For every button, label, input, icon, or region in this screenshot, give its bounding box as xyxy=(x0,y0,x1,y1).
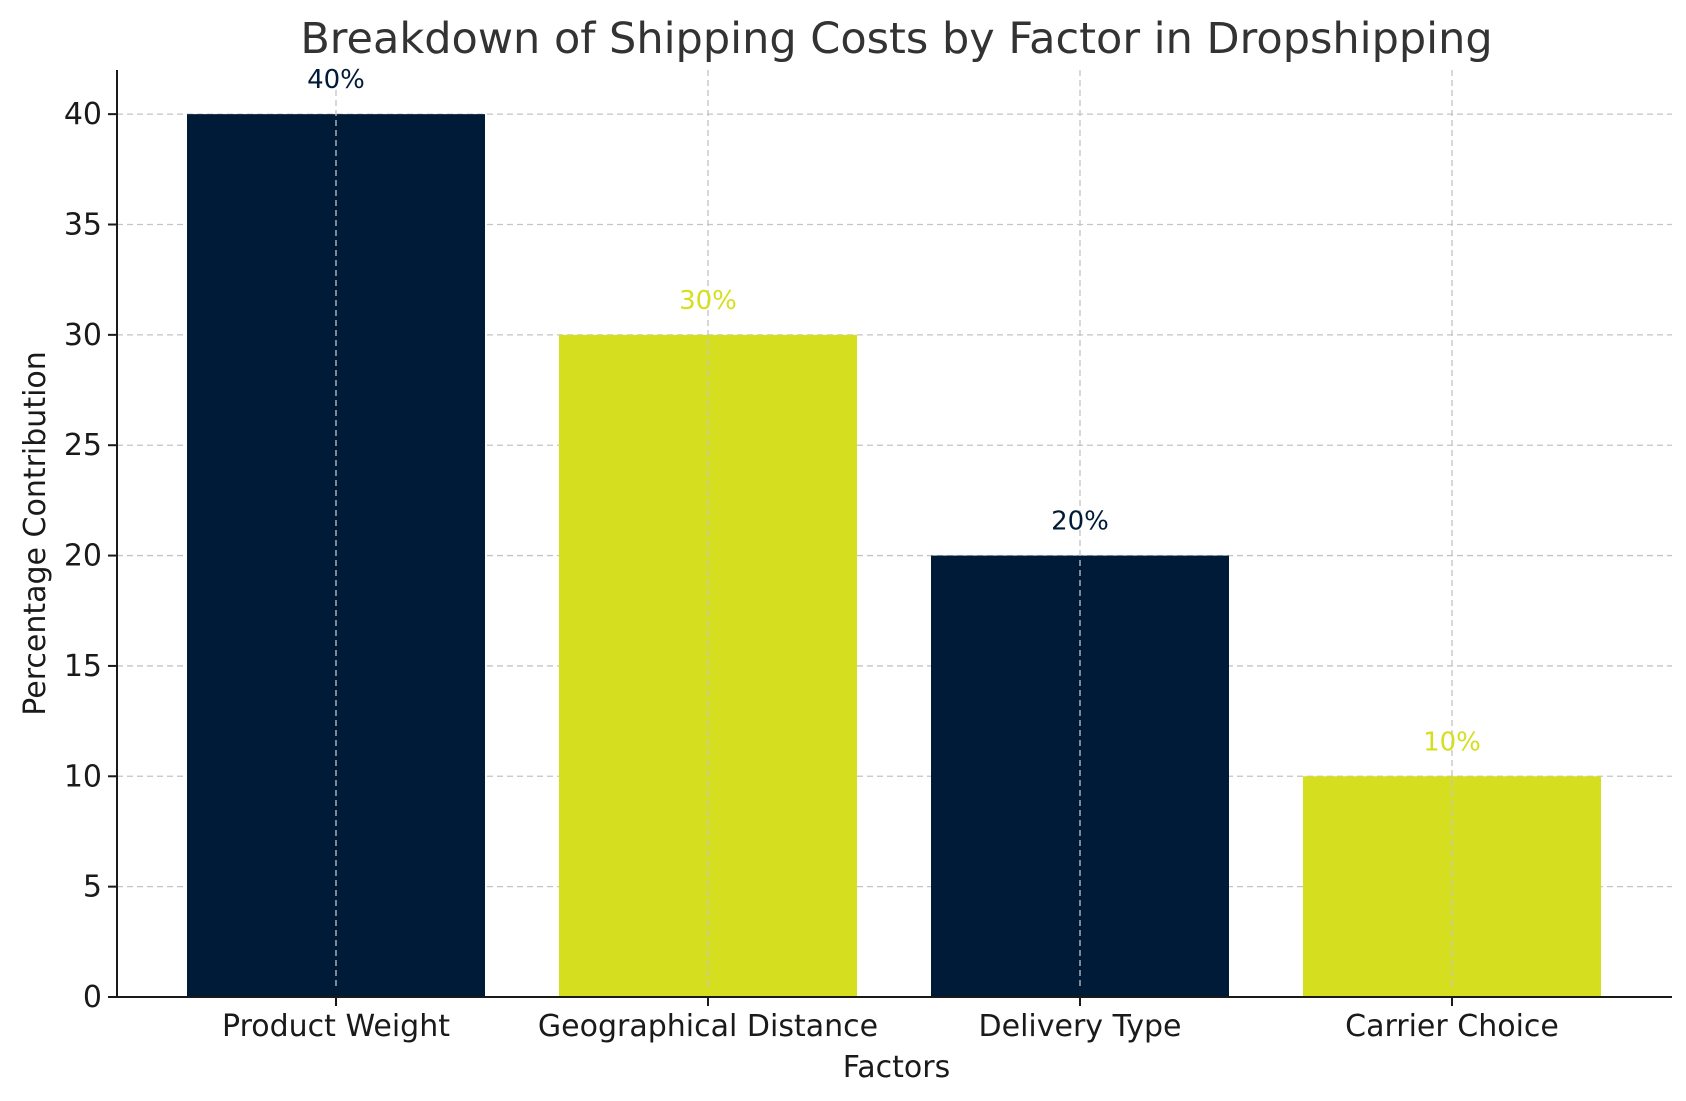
x-tick-label: Delivery Type xyxy=(979,1009,1182,1044)
y-tick-label: 10 xyxy=(64,759,102,794)
y-tick-label: 40 xyxy=(64,97,102,132)
x-tick-label: Product Weight xyxy=(222,1009,450,1044)
bar-value-label: 30% xyxy=(679,286,737,316)
vertical-grid-layer xyxy=(335,70,1453,987)
y-tick-label: 0 xyxy=(83,980,102,1015)
y-tick-label: 20 xyxy=(64,539,102,574)
data-labels-layer: 40% 30% 20% 10% xyxy=(307,65,1481,757)
x-tick-label: Carrier Choice xyxy=(1345,1009,1559,1044)
y-tick-label: 30 xyxy=(64,318,102,353)
chart-title: Breakdown of Shipping Costs by Factor in… xyxy=(300,14,1492,64)
y-tick-label: 25 xyxy=(64,428,102,463)
x-axis-label: Factors xyxy=(843,1050,950,1085)
x-tick-label: Geographical Distance xyxy=(538,1009,878,1044)
y-tick-label: 15 xyxy=(64,649,102,684)
axes-layer: 0 5 10 15 20 25 30 35 40 Product Weight Geographic… xyxy=(64,70,1672,1044)
y-tick-label: 35 xyxy=(64,208,102,243)
bar-value-label: 20% xyxy=(1051,507,1109,537)
bar-value-label: 40% xyxy=(307,65,365,95)
y-axis-label: Percentage Contribution xyxy=(18,351,53,716)
bar-value-label: 10% xyxy=(1423,727,1481,757)
y-tick-label: 5 xyxy=(83,870,102,905)
